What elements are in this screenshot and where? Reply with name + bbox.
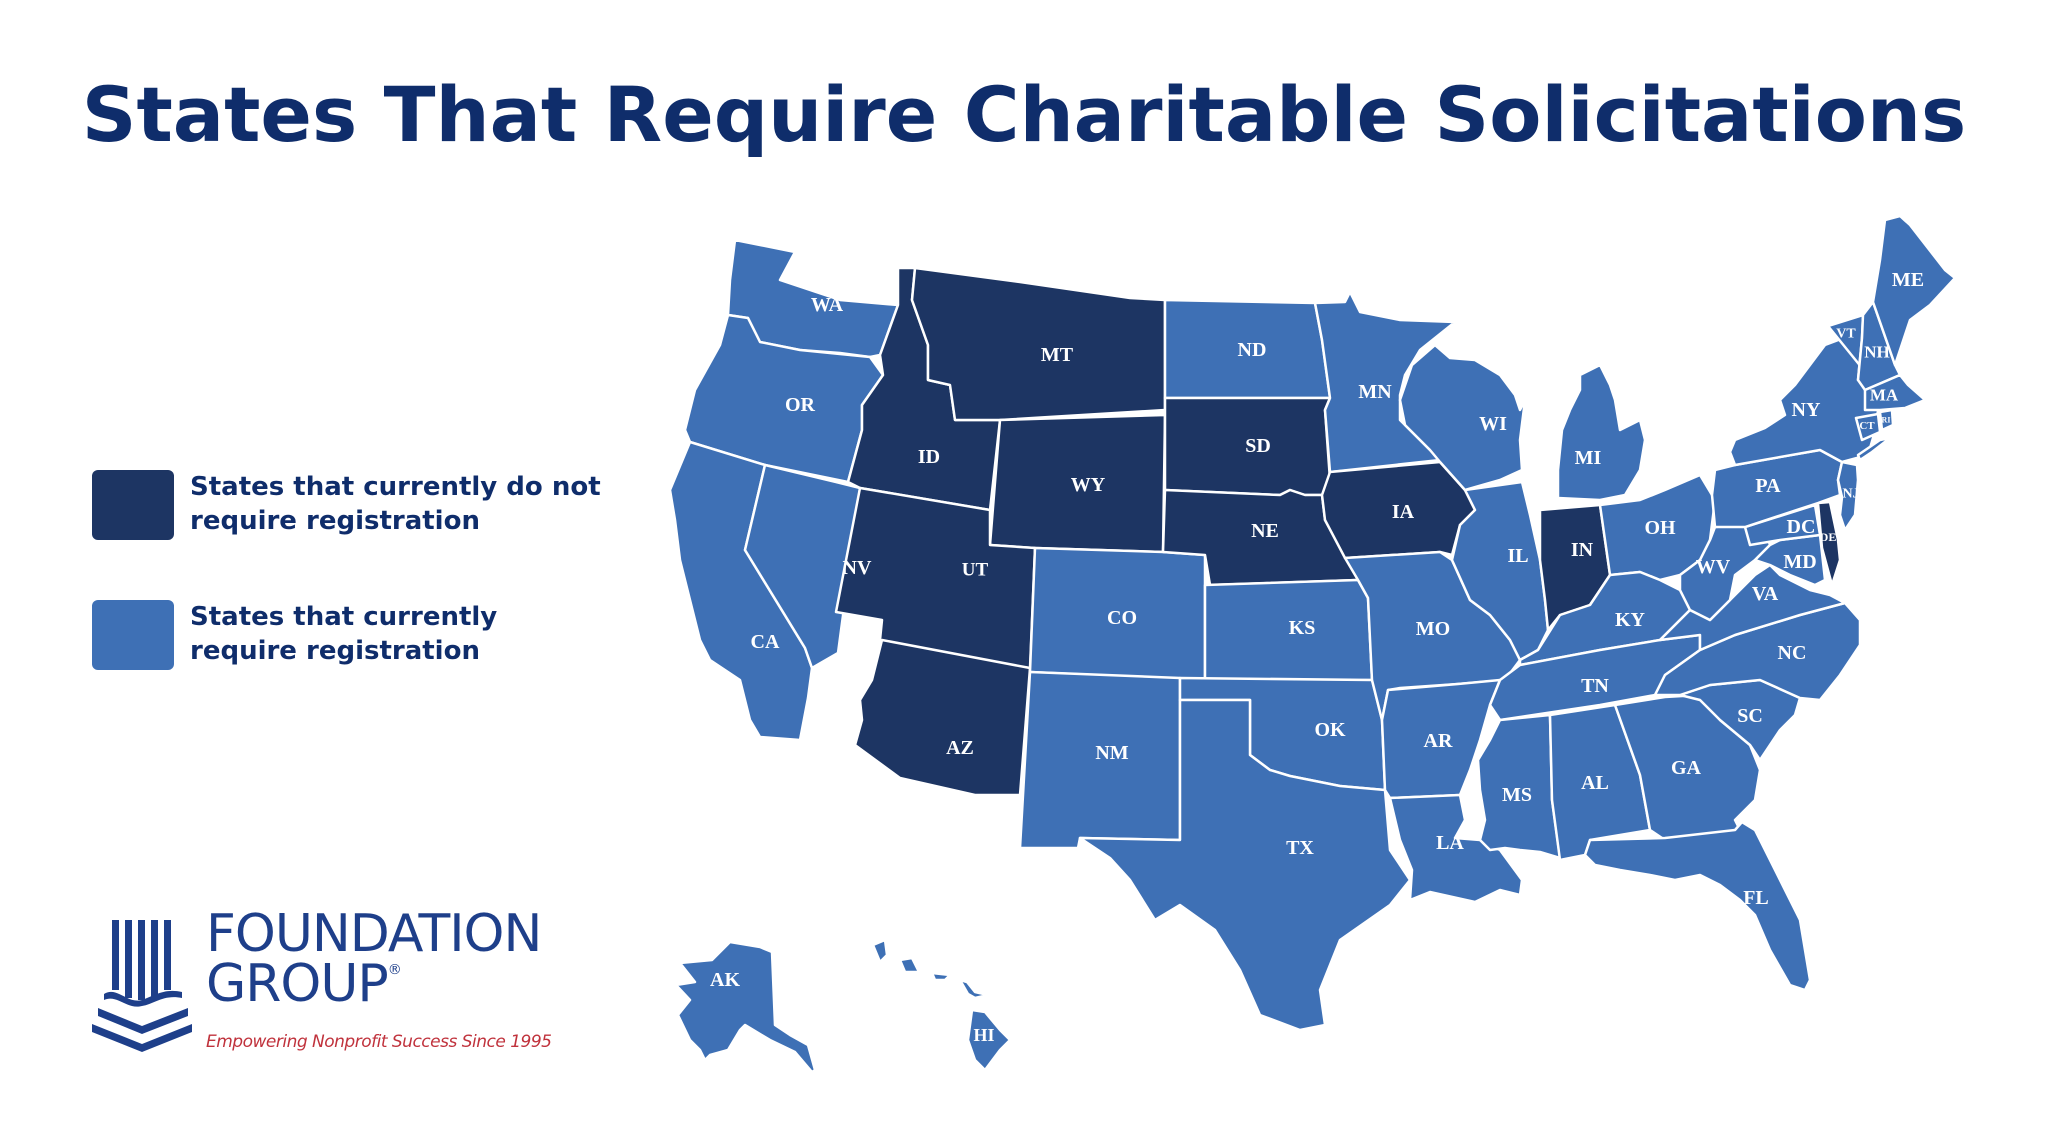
state-nj[interactable] [1836, 460, 1860, 532]
label-ne: NE [1251, 520, 1279, 542]
state-labels: WA OR CA NV ID MT WY UT AZ CO NM ND SD N… [710, 269, 1924, 1045]
label-fl: FL [1743, 887, 1769, 909]
label-ri: RI [1882, 416, 1891, 425]
label-la: LA [1436, 832, 1464, 854]
label-pa: PA [1755, 475, 1781, 497]
label-wi: WI [1479, 413, 1507, 435]
label-ny: NY [1792, 399, 1821, 421]
state-tx[interactable] [1078, 698, 1412, 1032]
label-ar: AR [1424, 730, 1453, 752]
label-md: MD [1783, 551, 1816, 573]
label-oh: OH [1644, 517, 1676, 539]
legend-swatch-light [92, 600, 174, 670]
label-ia: IA [1392, 501, 1415, 523]
label-mo: MO [1416, 618, 1450, 640]
label-nv: NV [843, 557, 872, 579]
state-nv[interactable] [743, 463, 862, 670]
label-in: IN [1571, 539, 1594, 561]
foundation-group-logo: FOUNDATION GROUP® Empowering Nonprofit S… [92, 904, 562, 1055]
label-az: AZ [946, 737, 974, 759]
label-mn: MN [1358, 381, 1392, 403]
state-ct[interactable] [1854, 412, 1882, 442]
state-fl[interactable] [1583, 820, 1812, 992]
label-al: AL [1581, 772, 1609, 794]
state-la[interactable] [1388, 793, 1524, 904]
label-ky: KY [1615, 609, 1646, 631]
label-me: ME [1892, 269, 1924, 291]
label-hi: HI [973, 1025, 994, 1045]
state-az[interactable] [853, 638, 1032, 797]
label-vt: VT [1836, 327, 1856, 342]
state-hi-island-1[interactable] [871, 938, 889, 964]
label-ca: CA [751, 631, 780, 653]
logo-text-group-word: GROUP [206, 954, 389, 1014]
pillar-logo-icon [92, 920, 192, 1052]
label-va: VA [1752, 583, 1779, 605]
label-wa: WA [811, 294, 844, 316]
label-nj: NJ [1842, 487, 1859, 502]
label-wy: WY [1071, 474, 1106, 496]
label-mt: MT [1041, 344, 1074, 366]
label-wv: WV [1696, 556, 1731, 578]
state-ny-long-island[interactable] [1856, 436, 1892, 462]
legend: States that currently do not require reg… [92, 470, 610, 730]
label-ut: UT [962, 560, 989, 581]
label-nd: ND [1238, 339, 1267, 361]
logo-text-foundation: FOUNDATION [206, 904, 542, 964]
label-tn: TN [1581, 675, 1609, 697]
legend-label: States that currently do not require reg… [190, 472, 601, 536]
state-me[interactable] [1871, 214, 1957, 367]
label-nh: NH [1864, 343, 1890, 362]
state-hi-island-3[interactable] [930, 971, 952, 982]
legend-swatch-dark [92, 470, 174, 540]
label-mi: MI [1575, 447, 1602, 469]
state-hi-island-4[interactable] [958, 978, 990, 1000]
state-ak[interactable] [674, 940, 817, 1074]
state-ma[interactable] [1863, 373, 1927, 412]
label-dc: DC [1787, 516, 1816, 538]
label-ms: MS [1502, 784, 1532, 806]
state-de[interactable] [1816, 500, 1842, 587]
label-ma: MA [1870, 386, 1899, 405]
label-de: DE [1820, 530, 1837, 544]
state-mi[interactable] [1556, 363, 1647, 502]
label-id: ID [918, 446, 940, 468]
state-mt[interactable] [910, 266, 1167, 422]
page-title: States That Require Charitable Solicitat… [81, 70, 1967, 159]
label-co: CO [1107, 607, 1137, 629]
label-ct: CT [1859, 420, 1875, 432]
legend-label: States that currently require registrati… [190, 602, 498, 666]
label-sd: SD [1245, 435, 1271, 457]
label-nm: NM [1095, 742, 1128, 764]
registered-mark: ® [387, 962, 402, 978]
logo-text-group: GROUP® [206, 954, 402, 1014]
legend-item-no-registration: States that currently do not require reg… [92, 470, 610, 540]
state-md[interactable] [1753, 533, 1827, 587]
label-ak: AK [710, 969, 740, 991]
label-or: OR [785, 394, 816, 416]
label-ga: GA [1671, 757, 1702, 779]
state-hi-island-2[interactable] [898, 956, 924, 974]
state-hi[interactable] [966, 1008, 1012, 1072]
logo-tagline: Empowering Nonprofit Success Since 1995 [206, 1032, 552, 1052]
state-mn[interactable] [1313, 290, 1457, 474]
legend-item-registration-required: States that currently require registrati… [92, 600, 610, 670]
state-ri[interactable] [1878, 408, 1895, 432]
label-nc: NC [1778, 642, 1807, 664]
label-il: IL [1507, 545, 1528, 567]
label-ok: OK [1314, 719, 1346, 741]
label-ks: KS [1289, 617, 1316, 639]
label-tx: TX [1286, 837, 1314, 859]
label-sc: SC [1737, 705, 1763, 727]
state-ar[interactable] [1380, 678, 1502, 800]
state-wi[interactable] [1398, 343, 1527, 492]
